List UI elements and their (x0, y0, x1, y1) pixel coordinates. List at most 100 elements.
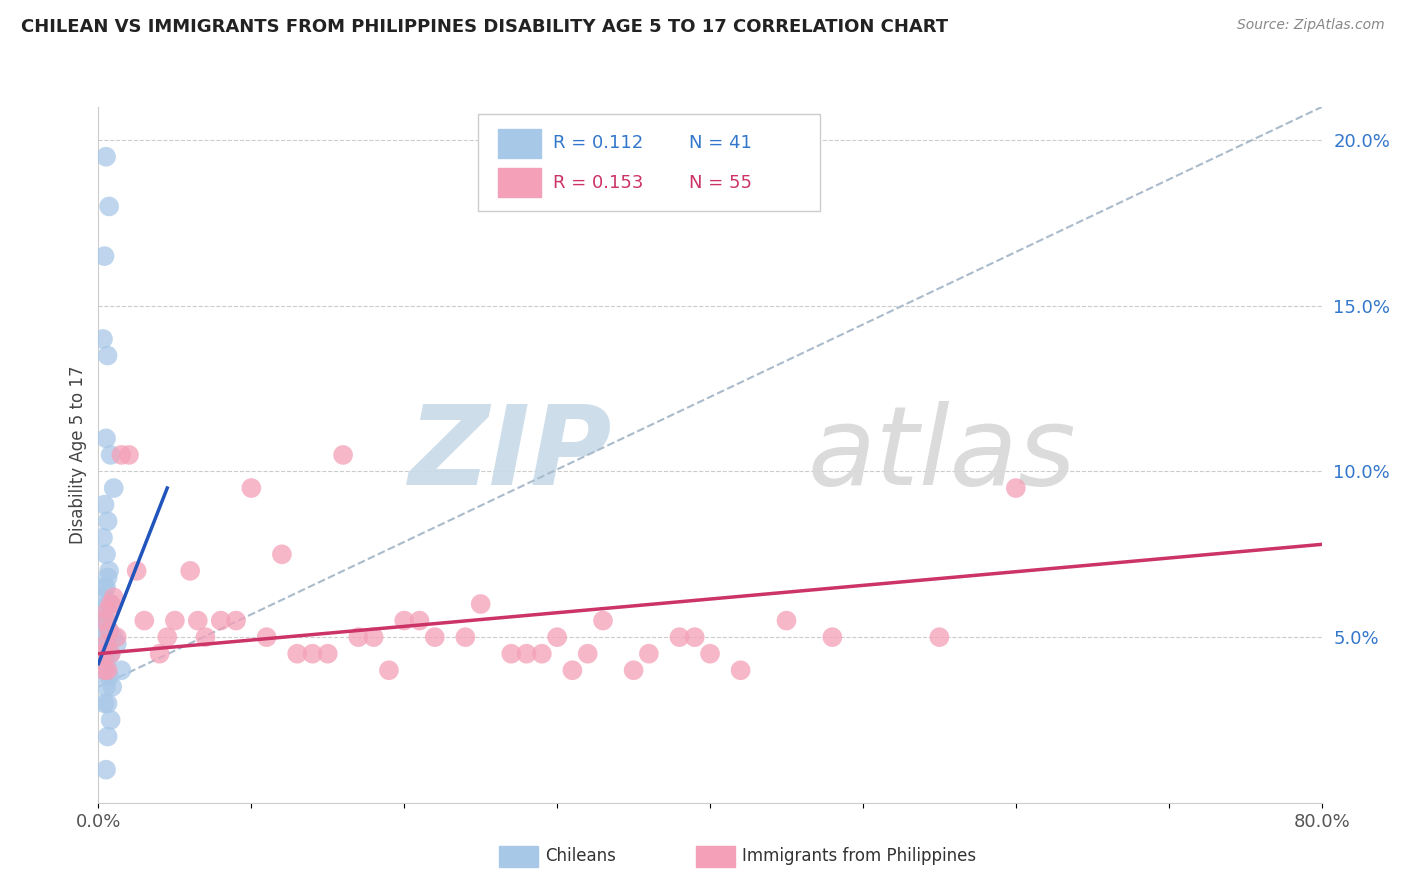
Point (134, 614, 156, 628)
Point (110, 663, 132, 677)
Point (94, 614, 117, 628)
Point (98, 564, 121, 578)
Point (194, 630, 217, 644)
Point (423, 630, 446, 644)
Point (97, 663, 120, 677)
Point (730, 663, 752, 677)
Text: atlas: atlas (808, 401, 1077, 508)
Point (94, 630, 117, 644)
Point (408, 614, 430, 628)
Point (100, 647, 122, 661)
Point (561, 663, 583, 677)
Point (347, 630, 370, 644)
Point (97, 597, 120, 611)
Y-axis label: Disability Age 5 to 17: Disability Age 5 to 17 (69, 366, 87, 544)
Point (94, 680, 117, 694)
Point (592, 614, 614, 628)
Point (94, 637, 117, 651)
Point (97, 604, 120, 618)
Point (699, 647, 721, 661)
Point (285, 647, 308, 661)
Text: Chileans: Chileans (546, 847, 616, 865)
Point (225, 614, 247, 628)
Point (91, 332, 114, 346)
Point (94, 581, 117, 595)
Point (94, 657, 117, 671)
Point (392, 614, 416, 628)
Point (103, 591, 125, 605)
Point (103, 630, 125, 644)
Text: N = 55: N = 55 (689, 174, 752, 192)
Point (209, 614, 232, 628)
Point (100, 647, 122, 661)
Point (94, 763, 117, 777)
Point (363, 630, 385, 644)
Point (454, 630, 477, 644)
Point (98, 199, 121, 213)
Point (530, 647, 553, 661)
Point (623, 663, 645, 677)
Text: Source: ZipAtlas.com: Source: ZipAtlas.com (1237, 18, 1385, 32)
Point (240, 481, 263, 495)
Point (470, 597, 492, 611)
Point (1004, 481, 1026, 495)
Point (97, 514, 120, 528)
Point (378, 663, 401, 677)
Point (98, 624, 121, 638)
Point (93, 663, 115, 677)
Point (105, 630, 128, 644)
Point (91, 663, 114, 677)
Point (516, 647, 538, 661)
Point (100, 597, 122, 611)
Point (93, 604, 115, 618)
Text: CHILEAN VS IMMIGRANTS FROM PHILIPPINES DISABILITY AGE 5 TO 17 CORRELATION CHART: CHILEAN VS IMMIGRANTS FROM PHILIPPINES D… (21, 18, 948, 36)
Point (91, 591, 114, 605)
Point (98, 624, 121, 638)
Text: Immigrants from Philippines: Immigrants from Philippines (742, 847, 977, 865)
Bar (498, 128, 541, 158)
Point (683, 630, 706, 644)
Point (93, 581, 115, 595)
Point (149, 647, 172, 661)
Point (301, 647, 323, 661)
Point (93, 630, 115, 644)
Point (100, 713, 122, 727)
Point (93, 697, 115, 711)
Point (98, 670, 121, 684)
Point (163, 614, 186, 628)
Point (93, 647, 115, 661)
Point (110, 448, 132, 462)
Point (97, 647, 120, 661)
Point (93, 249, 115, 263)
Point (100, 597, 122, 611)
Point (101, 680, 124, 694)
Point (97, 570, 120, 584)
Point (125, 564, 148, 578)
Point (638, 647, 661, 661)
Point (94, 150, 117, 164)
Text: N = 41: N = 41 (689, 134, 752, 153)
Point (97, 730, 120, 744)
Point (546, 630, 568, 644)
Point (118, 448, 141, 462)
Point (94, 547, 117, 561)
Point (256, 630, 278, 644)
Point (501, 647, 523, 661)
FancyBboxPatch shape (478, 114, 820, 211)
Bar (498, 169, 541, 197)
Point (179, 564, 201, 578)
Point (97, 349, 120, 363)
Point (100, 448, 122, 462)
Text: R = 0.153: R = 0.153 (554, 174, 644, 192)
Point (103, 481, 125, 495)
Point (821, 630, 844, 644)
Point (156, 630, 179, 644)
Text: R = 0.112: R = 0.112 (554, 134, 644, 153)
Point (576, 647, 599, 661)
Point (270, 547, 294, 561)
Point (91, 614, 114, 628)
Point (332, 448, 354, 462)
Point (94, 431, 117, 445)
Point (668, 630, 690, 644)
Point (928, 630, 950, 644)
